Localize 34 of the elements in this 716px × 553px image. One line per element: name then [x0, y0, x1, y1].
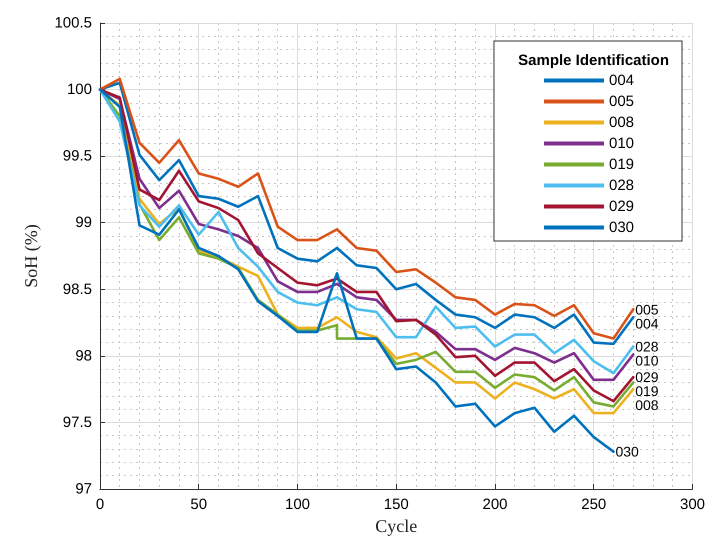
x-tick-label: 100 [284, 496, 310, 513]
x-axis-title: Cycle [375, 516, 418, 536]
x-tick-label: 0 [96, 496, 104, 513]
x-tick-label: 150 [384, 496, 409, 513]
y-tick-label: 97 [75, 480, 92, 498]
legend-label: 005 [608, 93, 634, 110]
text: 008 [635, 397, 659, 414]
legend-label: 028 [608, 177, 634, 194]
y-axis-title: SoH (%) [21, 224, 41, 288]
text: 030 [615, 444, 639, 460]
y-tick-label: 100.5 [54, 14, 92, 32]
y-tick-label: 99 [75, 214, 92, 232]
legend-label: 029 [608, 198, 634, 215]
x-tick-label: 300 [680, 496, 705, 513]
text: 005 [635, 301, 659, 318]
y-tick-label: 100 [66, 81, 92, 98]
legend-label: 010 [608, 135, 634, 152]
legend-label: 030 [608, 219, 634, 236]
text: 028 [635, 338, 659, 355]
legend-title: Sample Identification [518, 52, 669, 69]
text: 004 [635, 315, 659, 332]
x-tick-label: 200 [482, 496, 508, 513]
legend-label: 019 [608, 156, 634, 173]
x-tick-label: 250 [581, 496, 606, 513]
legend-label: 008 [608, 114, 634, 131]
text: 019 [635, 383, 659, 400]
text: 029 [635, 369, 659, 386]
y-tick-label: 98 [75, 347, 92, 364]
legend-label: 004 [608, 72, 634, 89]
x-tick-label: 50 [190, 496, 208, 513]
y-tick-label: 99.5 [62, 148, 92, 165]
text: 010 [635, 352, 659, 369]
y-tick-label: 98.5 [62, 280, 92, 298]
y-tick-label: 97.5 [62, 414, 92, 431]
